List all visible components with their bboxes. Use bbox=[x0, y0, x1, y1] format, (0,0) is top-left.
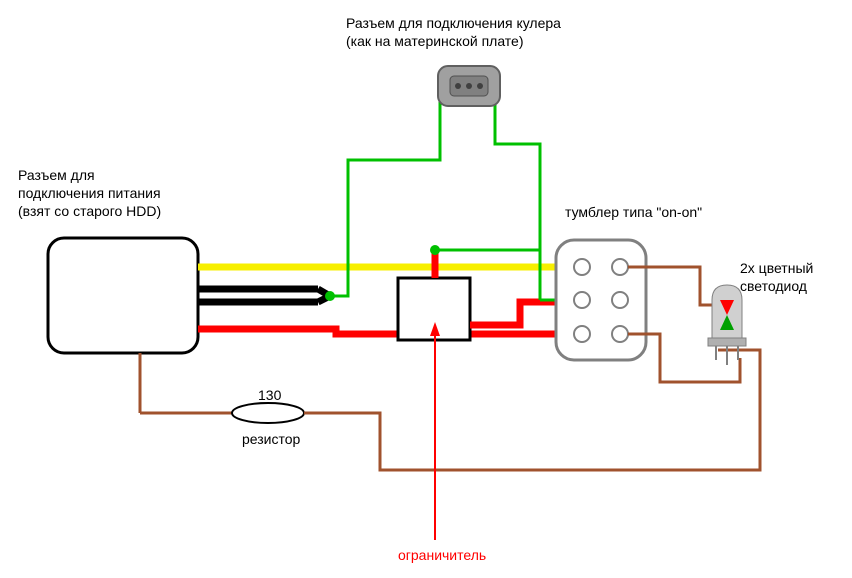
led-component bbox=[708, 285, 746, 365]
wire-brown-right-long bbox=[304, 350, 760, 470]
wire-limiter-to-switch bbox=[470, 302, 560, 325]
resistor-body bbox=[232, 403, 304, 423]
junction-above-limiter bbox=[430, 245, 440, 255]
switch-body bbox=[556, 240, 646, 360]
wire-5v-red bbox=[198, 329, 560, 334]
wire-green-fan-to-switch bbox=[435, 102, 540, 250]
hdd-connector-box bbox=[48, 238, 198, 353]
junction-gnd-green bbox=[325, 291, 335, 301]
circuit-diagram bbox=[0, 0, 852, 578]
